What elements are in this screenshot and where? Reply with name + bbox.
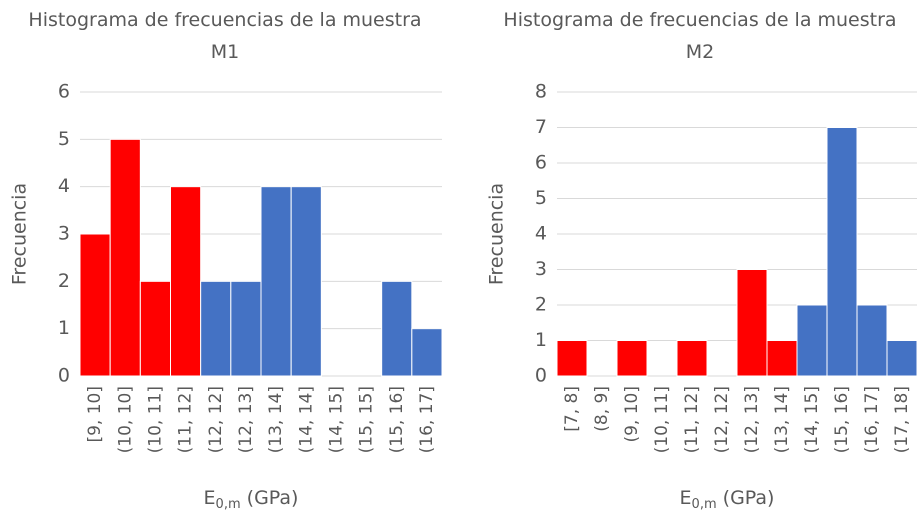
x-tick-label: (16, 17]	[862, 386, 882, 453]
x-tick-label: (15, 16]	[387, 386, 407, 453]
x-tick-label: (10, 10]	[115, 386, 135, 453]
x-axis-label-main: E	[680, 487, 692, 509]
bar	[79, 233, 111, 377]
x-tick-label: (10, 11]	[652, 386, 672, 453]
x-tick-label: [9, 10]	[85, 386, 105, 443]
x-tick-label: (8, 9]	[592, 386, 612, 432]
y-tick-label: 2	[58, 270, 70, 292]
y-tick-label: 1	[535, 329, 547, 351]
x-tick-label: (9, 10]	[622, 386, 642, 443]
x-axis-label-sub: 0,m	[692, 497, 717, 512]
bar	[200, 280, 232, 377]
bar	[886, 340, 917, 377]
x-axis-label-unit: (GPa)	[241, 487, 299, 509]
x-tick-label: (13, 14]	[772, 386, 792, 453]
x-tick-label: (17, 18]	[892, 386, 912, 453]
bar	[676, 340, 708, 377]
x-tick-label: (15, 15]	[357, 386, 377, 453]
y-tick-label: 8	[535, 81, 547, 103]
y-tick-label: 6	[58, 81, 70, 103]
y-tick-label: 5	[58, 128, 70, 150]
bar	[139, 280, 171, 377]
y-tick-label: 4	[58, 175, 70, 197]
bar	[766, 340, 798, 377]
x-tick-label: (12, 12]	[712, 386, 732, 453]
y-tick-label: 0	[58, 365, 70, 387]
x-axis-label: E0,m (GPa)	[680, 487, 775, 512]
bar	[856, 304, 888, 377]
bar	[230, 280, 262, 377]
bar	[381, 280, 413, 377]
x-tick-label: [7, 8]	[562, 386, 582, 432]
x-tick-label: (16, 17]	[417, 386, 437, 453]
x-tick-label: (11, 12]	[176, 386, 196, 453]
y-tick-label: 6	[535, 152, 547, 174]
x-tick-label: (14, 15]	[802, 386, 822, 453]
bar	[260, 186, 292, 377]
x-tick-label: (11, 12]	[682, 386, 702, 453]
x-tick-label: (10, 11]	[145, 386, 165, 453]
y-tick-label: 7	[535, 116, 547, 138]
y-tick-label: 1	[58, 317, 70, 339]
x-tick-label: (14, 15]	[326, 386, 346, 453]
y-tick-label: 2	[535, 294, 547, 316]
x-tick-label: (12, 12]	[206, 386, 226, 453]
bar	[736, 269, 768, 377]
x-tick-label: (12, 13]	[742, 386, 762, 453]
x-axis-label-sub: 0,m	[216, 497, 241, 512]
bar	[411, 328, 443, 377]
x-tick-label: (12, 13]	[236, 386, 256, 453]
x-axis-label-main: E	[204, 487, 216, 509]
bar	[290, 186, 322, 377]
bar	[109, 138, 141, 377]
y-tick-label: 3	[58, 223, 70, 245]
y-tick-label: 4	[535, 223, 547, 245]
x-axis-label: E0,m (GPa)	[204, 487, 299, 512]
bar	[170, 186, 202, 377]
x-tick-label: (15, 16]	[832, 386, 852, 453]
y-axis-label: Frecuencia	[9, 183, 31, 285]
x-axis-label-unit: (GPa)	[717, 487, 775, 509]
chart-title: Histograma de frecuencias de la muestra …	[503, 9, 897, 63]
bar	[796, 304, 828, 377]
x-tick-label: (13, 14]	[266, 386, 286, 453]
bar	[616, 340, 648, 377]
y-tick-label: 0	[535, 365, 547, 387]
y-tick-label: 3	[535, 258, 547, 280]
x-tick-label: (14, 14]	[296, 386, 316, 453]
y-axis-label: Frecuencia	[486, 183, 508, 285]
y-tick-label: 5	[535, 187, 547, 209]
chart-title: Histograma de frecuencias de la muestra …	[28, 9, 422, 63]
bar	[556, 340, 588, 377]
bar	[826, 127, 858, 377]
